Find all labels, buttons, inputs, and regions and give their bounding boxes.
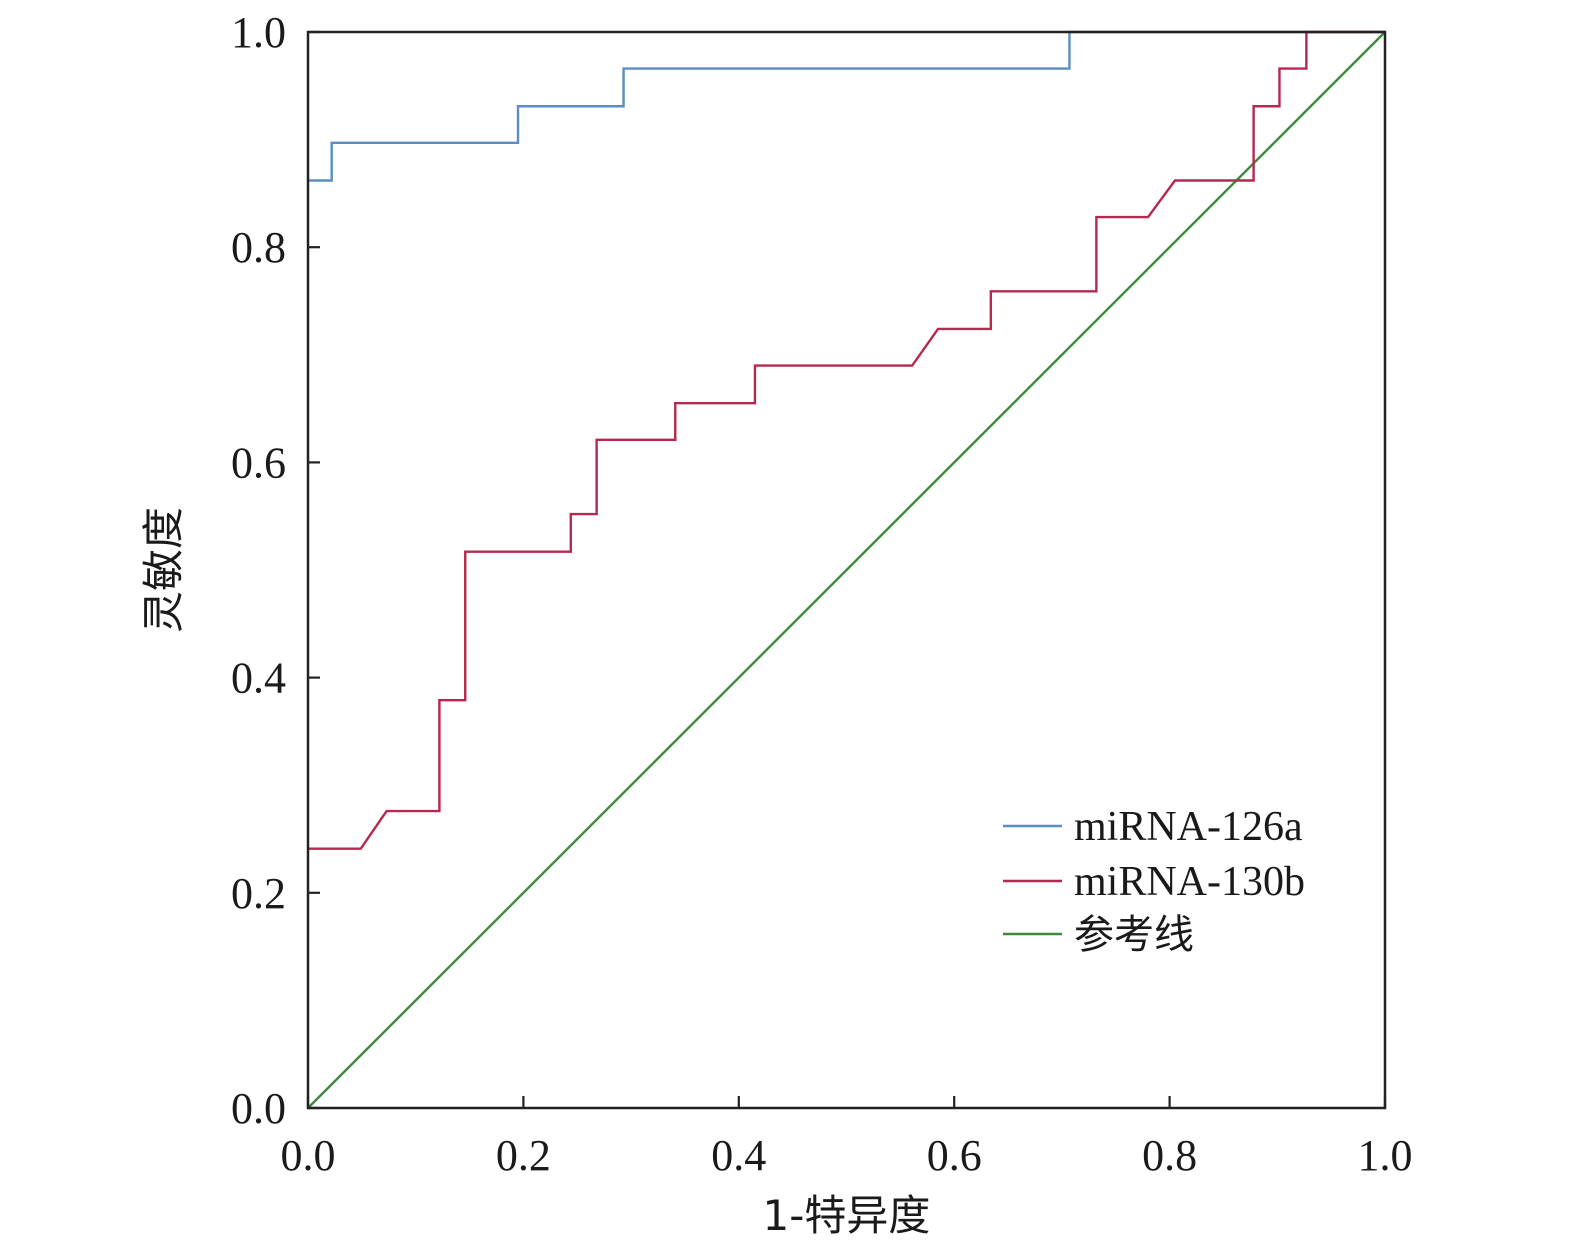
y-tick-label: 1.0 (231, 8, 286, 57)
series-layer (307, 30, 1386, 1109)
ticks-layer: 0.0 0.2 0.4 0.6 0.8 1.0 0.0 0.2 0.4 0.6 0.8 1.0 (231, 8, 1413, 1180)
y-tick-label: 0.8 (231, 223, 286, 272)
y-axis-title: 灵敏度 (139, 507, 188, 633)
plot-frame (306, 30, 1387, 1110)
legend-label-mirna-130b: miRNA-130b (1074, 859, 1305, 905)
series-line-mirna-130b (308, 30, 1385, 850)
x-axis-title: 1-特异度 (763, 1191, 931, 1240)
y-tick-label: 0.4 (231, 654, 286, 703)
legend-label-reference-line: 参考线 (1074, 912, 1194, 958)
y-tick-label: 0.6 (231, 438, 286, 487)
legend-label-mirna-126a: miRNA-126a (1074, 804, 1303, 850)
x-tick-label: 0.4 (711, 1131, 766, 1180)
x-tick-label: 0.2 (496, 1131, 551, 1180)
x-tick-label: 0.6 (927, 1131, 982, 1180)
reference-line (307, 31, 1386, 1109)
y-tick-label: 0.0 (231, 1084, 286, 1133)
legend: miRNA-126a miRNA-130b 参考线 (1003, 804, 1305, 958)
y-tick-label: 0.2 (231, 869, 286, 918)
x-tick-label: 0.8 (1142, 1131, 1197, 1180)
series-line-mirna-126a (308, 30, 1385, 182)
x-tick-label: 0.0 (281, 1131, 336, 1180)
x-tick-label: 1.0 (1358, 1131, 1413, 1180)
